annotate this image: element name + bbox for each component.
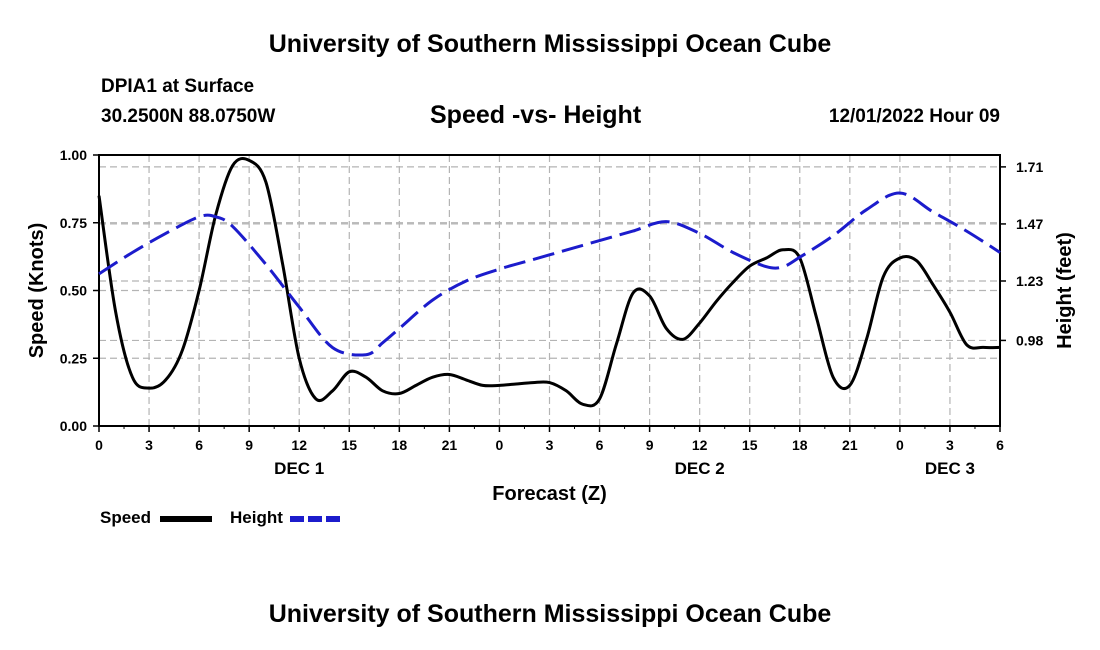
grid	[99, 154, 1000, 426]
y2-tick-label: 1.71	[1016, 159, 1043, 175]
y2-tick-label: 0.98	[1016, 332, 1043, 348]
legend-height-label: Height	[230, 508, 283, 527]
y2-axis-label: Height (feet)	[1054, 232, 1076, 349]
x-tick-label: 3	[145, 437, 153, 453]
y-tick-label: 1.00	[60, 147, 87, 163]
forecast-datetime: 12/01/2022 Hour 09	[828, 106, 1000, 127]
legend-speed-label: Speed	[100, 508, 152, 527]
series-height-line	[98, 191, 1001, 357]
day-label: DEC 1	[274, 459, 324, 478]
series	[97, 157, 1001, 408]
day-label: DEC 2	[675, 459, 725, 478]
x-tick-label: 21	[842, 437, 858, 453]
y2-tick-label: 1.23	[1016, 273, 1043, 289]
x-tick-label: 15	[742, 437, 758, 453]
y-tick-label: 0.75	[60, 215, 87, 231]
x-tick-label: 6	[596, 437, 604, 453]
x-tick-label: 0	[496, 437, 504, 453]
x-tick-label: 15	[341, 437, 357, 453]
station-label: DPIA1 at Surface	[101, 76, 255, 97]
y-axis-label: Speed (Knots)	[26, 223, 48, 359]
x-tick-label: 18	[792, 437, 808, 453]
x-tick-label: 9	[646, 437, 654, 453]
x-tick-label: 12	[692, 437, 708, 453]
x-tick-label: 9	[245, 437, 253, 453]
footer-title: University of Southern Mississippi Ocean…	[268, 600, 832, 628]
x-axis-label: Forecast (Z)	[492, 483, 606, 505]
y-tick-label: 0.50	[60, 283, 87, 299]
legend-height-swatch	[290, 516, 342, 522]
legend-speed-swatch	[160, 516, 212, 522]
series-speed-line	[97, 157, 1001, 408]
axis-ticks: 0 3 6 9 12 15 18 21 0 3 6 9 12 15 18 21 0 3 6 DEC 1 DEC 2 DEC…	[60, 147, 1044, 478]
x-tick-label: 0	[896, 437, 904, 453]
x-tick-label: 12	[291, 437, 307, 453]
chart-title: University of Southern Mississippi Ocean…	[268, 30, 832, 58]
y2-tick-label: 1.47	[1016, 216, 1043, 232]
x-tick-label: 0	[95, 437, 103, 453]
y-tick-label: 0.25	[60, 350, 87, 366]
day-label: DEC 3	[925, 459, 975, 478]
y-tick-label: 0.00	[60, 418, 87, 434]
coordinates-label: 30.2500N 88.0750W	[101, 106, 276, 127]
x-tick-label: 6	[195, 437, 203, 453]
x-tick-label: 18	[392, 437, 408, 453]
x-tick-label: 21	[442, 437, 458, 453]
x-tick-label: 6	[996, 437, 1004, 453]
chart-subtitle: Speed -vs- Height	[430, 101, 642, 129]
x-tick-label: 3	[946, 437, 954, 453]
x-tick-label: 3	[546, 437, 554, 453]
